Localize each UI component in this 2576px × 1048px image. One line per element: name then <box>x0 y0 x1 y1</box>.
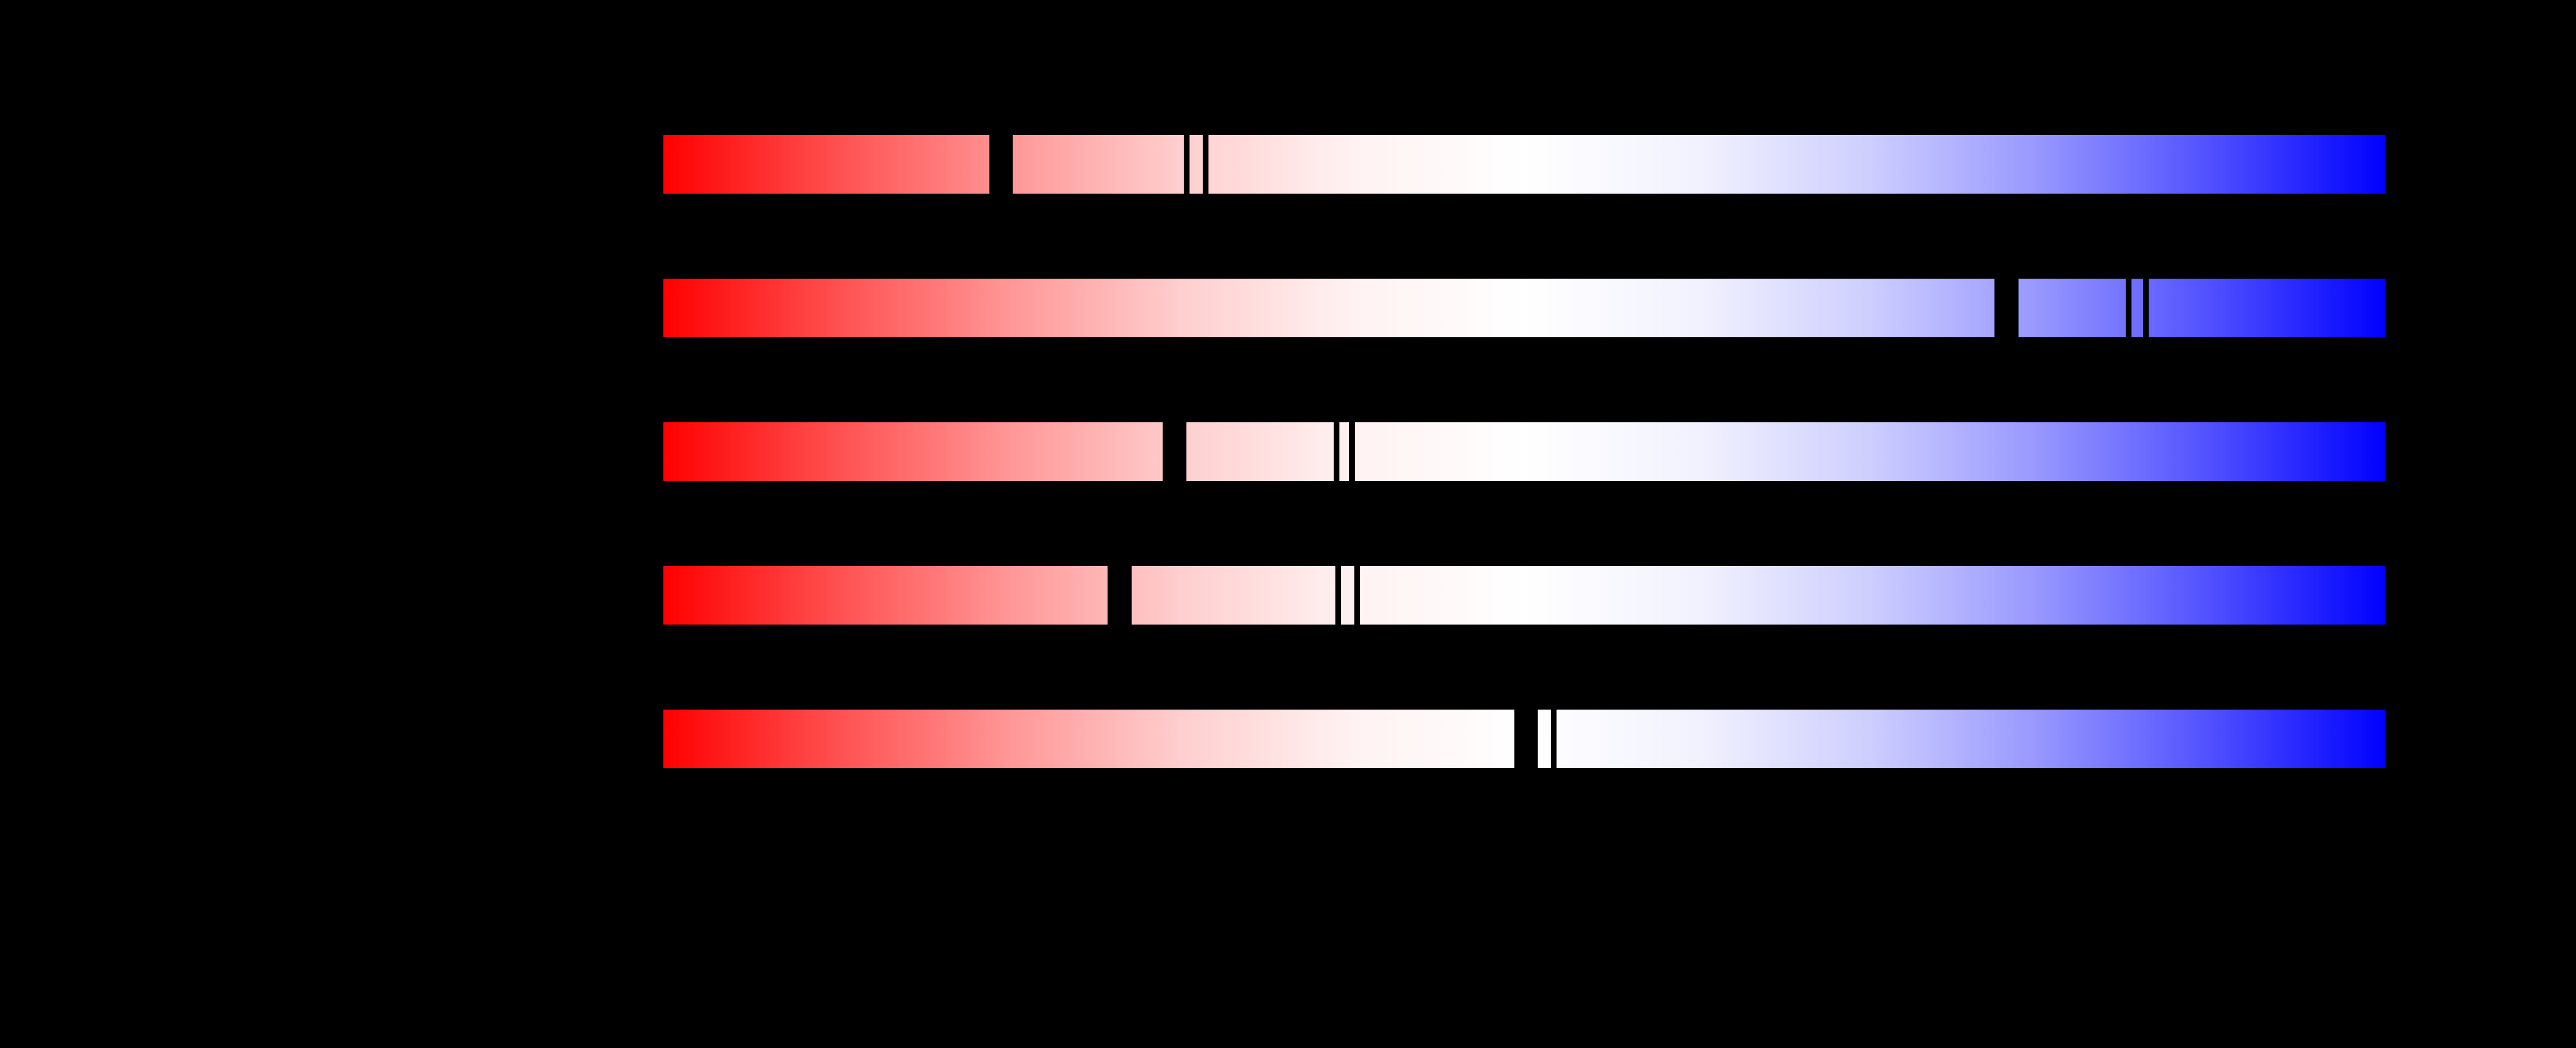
gradient-bar-row-5 <box>663 709 2385 769</box>
gradient-bar-row-3 <box>663 422 2385 481</box>
gradient-bar-row-2 <box>663 278 2385 338</box>
thick-marker-line <box>1514 709 1538 769</box>
thin-marker-line-1 <box>1334 422 1340 481</box>
gradient-bar-row-1 <box>663 134 2385 194</box>
thin-marker-line-2 <box>2143 278 2149 338</box>
thick-marker-line <box>1163 422 1187 481</box>
thick-marker-line <box>989 134 1013 194</box>
thin-marker-line-1 <box>1551 709 1557 769</box>
thin-marker-line-1 <box>1335 565 1342 625</box>
gradient-bar-row-4 <box>663 565 2385 625</box>
thick-marker-line <box>1994 278 2018 338</box>
thin-marker-line-2 <box>1349 422 1355 481</box>
thin-marker-line-2 <box>1354 565 1361 625</box>
thin-marker-line-1 <box>2126 278 2132 338</box>
thick-marker-line <box>1107 565 1131 625</box>
thin-marker-line-2 <box>1203 134 1209 194</box>
thin-marker-line-1 <box>1184 134 1190 194</box>
